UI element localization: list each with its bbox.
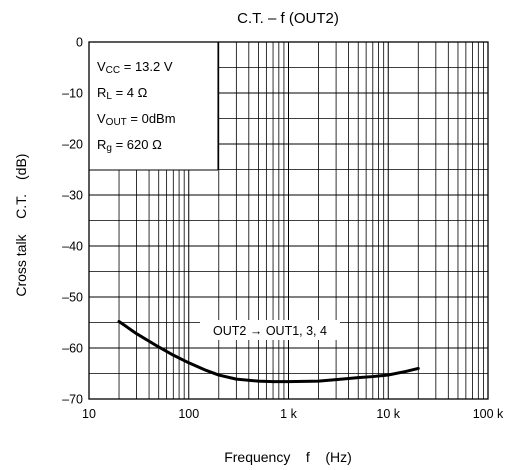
- y-tick-label: –20: [62, 138, 83, 152]
- x-tick-label: 10 k: [376, 407, 400, 421]
- series-label-background: [200, 320, 340, 340]
- y-axis-label: Cross talk C.T.(dB): [13, 142, 29, 316]
- series-label: OUT2 → OUT1, 3, 4: [213, 324, 327, 338]
- y-tick-label: –70: [62, 393, 83, 407]
- y-tick-label: –50: [62, 291, 83, 305]
- x-axis-label: Frequency f (Hz): [224, 449, 352, 465]
- series-layer: [117, 319, 420, 384]
- plot-frame: [88, 41, 489, 400]
- condition-rg: Rg = 620 Ω: [97, 137, 162, 154]
- x-tick-label: 100: [178, 407, 199, 421]
- chart-title: C.T. – f (OUT2): [237, 10, 339, 27]
- series-line: [117, 319, 420, 384]
- condition-rl: RL = 4 Ω: [97, 85, 148, 102]
- y-tick-label: –60: [62, 342, 83, 356]
- x-tick-label: 100 k: [473, 407, 504, 421]
- x-tick-label: 10: [82, 407, 96, 421]
- condition-vout: VOUT = 0dBm: [97, 111, 176, 128]
- x-tick-labels: 10 100 1 k 10 k 100 k: [82, 407, 504, 421]
- y-tick-label: 0: [76, 36, 83, 50]
- y-tick-label: –30: [62, 189, 83, 203]
- y-tick-labels: 0 –10 –20 –30 –40 –50 –60 –70: [62, 36, 83, 407]
- y-tick-label: –40: [62, 240, 83, 254]
- condition-vcc: VCC = 13.2 V: [97, 59, 173, 76]
- x-tick-label: 1 k: [280, 407, 297, 421]
- conditions-box: [89, 42, 218, 170]
- y-tick-label: –10: [62, 87, 83, 101]
